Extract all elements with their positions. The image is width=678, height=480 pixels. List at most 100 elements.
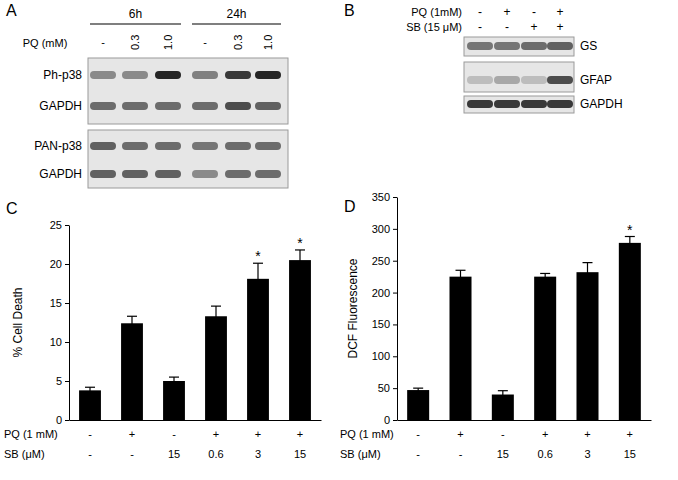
band <box>494 100 520 108</box>
error-bar-cap <box>413 388 423 389</box>
band <box>547 100 573 108</box>
condition-row-label: PQ (1 mM) <box>340 428 394 440</box>
error-bar-cap <box>498 398 508 399</box>
error-bar <box>540 273 550 279</box>
lane-label: 1.0 <box>162 35 174 50</box>
figure: C**0510152025PQ (1 mM)-+-+++SB (μM)--150… <box>0 0 678 480</box>
error-bar <box>583 263 593 282</box>
error-bar-stem <box>215 306 216 326</box>
band <box>225 71 251 79</box>
membrane <box>464 96 574 113</box>
error-bar <box>498 391 508 399</box>
y-tick-label: 15 <box>50 297 62 309</box>
y-tick-mark <box>393 420 397 421</box>
bar <box>205 316 227 420</box>
band <box>90 102 116 110</box>
y-tick-label: 250 <box>372 255 390 267</box>
lane-label: 0.3 <box>129 35 141 50</box>
condition-cell: - <box>501 428 505 440</box>
error-bar <box>127 316 137 330</box>
y-tick: 100 <box>372 350 397 362</box>
lane-label: 0.3 <box>232 35 244 50</box>
band <box>467 42 493 50</box>
y-tick: 200 <box>372 287 397 299</box>
significance: * <box>297 235 303 251</box>
y-tick: 20 <box>50 258 69 270</box>
band <box>547 76 573 84</box>
lane-label: + <box>503 5 510 19</box>
lane-label: + <box>530 20 537 34</box>
condition-cell: - <box>172 428 176 440</box>
band <box>90 170 116 178</box>
x-axis <box>398 420 652 422</box>
bar <box>619 243 641 420</box>
lane-label: - <box>505 20 509 34</box>
y-tick-label: 150 <box>372 318 390 330</box>
condition-cell: + <box>297 428 303 440</box>
condition-cell: + <box>542 428 548 440</box>
error-bar-cap <box>253 294 263 295</box>
y-axis-title: DCF Fluorescence <box>346 258 360 358</box>
band <box>192 102 218 110</box>
band <box>467 76 493 84</box>
band <box>255 142 281 150</box>
lane-label: - <box>532 5 536 19</box>
error-bar-cap <box>456 282 466 283</box>
band <box>225 170 251 178</box>
y-tick-label: 20 <box>50 258 62 270</box>
error-bar-cap <box>127 330 137 331</box>
condition-row-label: PQ (1 mM) <box>4 428 58 440</box>
y-tick-mark <box>393 324 397 325</box>
error-bar-cap <box>456 270 466 271</box>
significance: * <box>255 248 261 264</box>
y-tick-mark <box>393 388 397 389</box>
blot-panel: A6h-0.31.024h-0.31.0PQ (mM)Ph-p38GAPDHPA… <box>6 2 288 188</box>
panel-letter: B <box>344 2 355 19</box>
lane-label: + <box>556 5 563 19</box>
x-axis-line <box>398 420 652 421</box>
bar <box>492 395 514 420</box>
band <box>122 71 148 79</box>
y-tick-label: 5 <box>56 375 62 387</box>
y-tick: 15 <box>50 297 69 309</box>
y-tick: 250 <box>372 255 397 267</box>
condition-cell: 15 <box>624 448 636 460</box>
condition-cell: + <box>627 428 633 440</box>
band <box>225 102 251 110</box>
y-tick-mark <box>393 261 397 262</box>
condition-cell: - <box>88 428 92 440</box>
treatment-label: PQ (mM) <box>23 37 68 49</box>
error-bar-cap <box>211 326 221 327</box>
lane-group-label: 24h <box>226 7 246 21</box>
band <box>122 142 148 150</box>
y-tick: 25 <box>50 219 69 231</box>
bar <box>534 277 556 420</box>
condition-cell: + <box>457 428 463 440</box>
band <box>90 142 116 150</box>
condition-cell: 15 <box>497 448 509 460</box>
bar <box>407 390 429 420</box>
band <box>155 71 181 79</box>
band <box>155 102 181 110</box>
error-bar <box>456 270 466 283</box>
lane-group-line <box>90 23 181 24</box>
condition-row-label: SB (μM) <box>4 448 45 460</box>
blot-row-label: GAPDH <box>580 97 623 111</box>
bar <box>289 260 311 420</box>
y-tick: 50 <box>378 382 397 394</box>
error-bar <box>253 263 263 294</box>
error-bar-cap <box>85 387 95 388</box>
band <box>122 170 148 178</box>
treatment-label: PQ (1mM) <box>411 6 462 18</box>
error-bar <box>413 388 423 392</box>
band <box>225 142 251 150</box>
lane-label: - <box>101 36 105 48</box>
chart-panel: D*050100150200250300350PQ (1 mM)-+-+++SB… <box>340 191 652 460</box>
membrane <box>464 37 574 56</box>
blot-row-label: GAPDH <box>39 167 82 181</box>
bar <box>163 381 185 420</box>
plot-area <box>79 250 311 420</box>
membrane <box>464 62 574 92</box>
y-tick-label: 10 <box>50 336 62 348</box>
y-tick: 0 <box>56 414 69 426</box>
